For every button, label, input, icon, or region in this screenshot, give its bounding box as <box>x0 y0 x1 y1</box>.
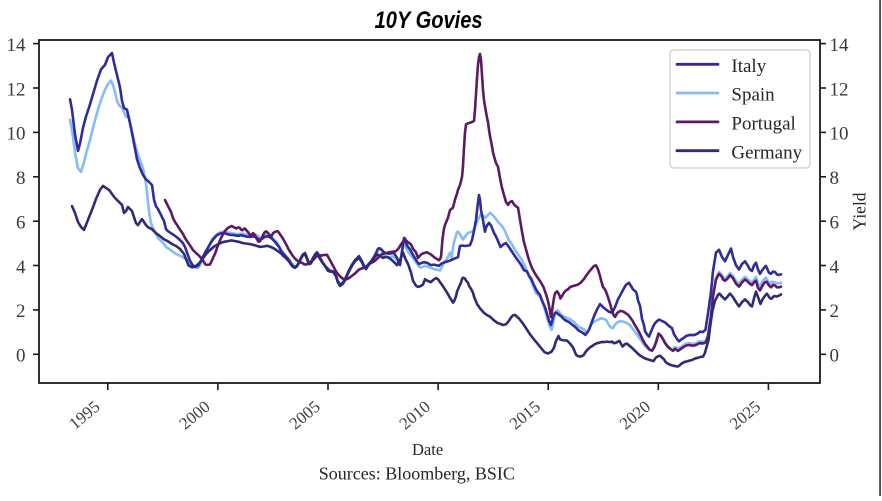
svg-text:2: 2 <box>830 301 840 322</box>
svg-text:12: 12 <box>830 79 849 100</box>
svg-text:10Y Govies: 10Y Govies <box>375 7 483 34</box>
svg-text:8: 8 <box>830 168 840 189</box>
svg-text:14: 14 <box>7 35 27 56</box>
svg-text:8: 8 <box>16 168 26 189</box>
svg-text:Germany: Germany <box>731 142 802 163</box>
svg-text:10: 10 <box>830 124 849 145</box>
svg-text:14: 14 <box>830 35 850 56</box>
svg-text:Italy: Italy <box>731 56 766 77</box>
svg-text:4: 4 <box>830 257 840 278</box>
svg-text:0: 0 <box>830 346 840 367</box>
svg-text:10: 10 <box>7 124 26 145</box>
svg-text:6: 6 <box>830 213 840 234</box>
svg-text:Date: Date <box>412 440 443 459</box>
svg-text:2: 2 <box>16 301 26 322</box>
svg-text:Sources: Bloomberg, BSIC: Sources: Bloomberg, BSIC <box>319 464 515 484</box>
svg-text:4: 4 <box>16 257 26 278</box>
svg-text:Portugal: Portugal <box>731 114 795 135</box>
svg-text:12: 12 <box>7 79 26 100</box>
svg-text:Yield: Yield <box>850 192 870 230</box>
svg-text:6: 6 <box>16 213 26 234</box>
svg-text:0: 0 <box>16 346 26 367</box>
svg-text:Spain: Spain <box>731 85 775 106</box>
